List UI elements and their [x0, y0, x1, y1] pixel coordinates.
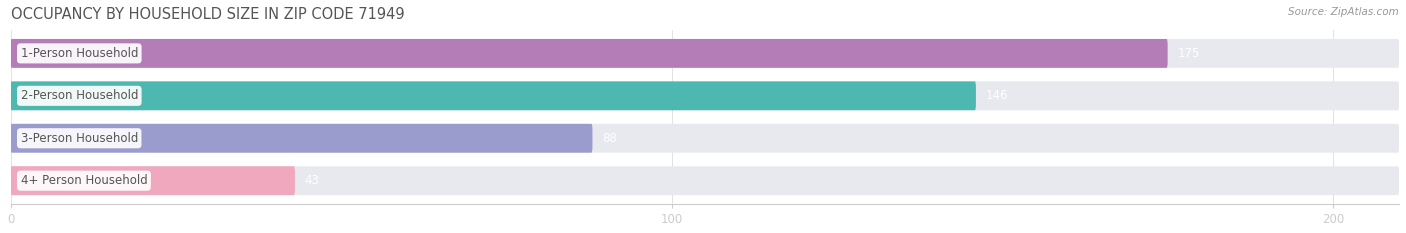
Text: 1-Person Household: 1-Person Household	[21, 47, 138, 60]
Text: 43: 43	[305, 174, 319, 187]
FancyBboxPatch shape	[11, 166, 1399, 195]
Text: 3-Person Household: 3-Person Household	[21, 132, 138, 145]
Text: 2-Person Household: 2-Person Household	[21, 89, 138, 102]
FancyBboxPatch shape	[11, 39, 1399, 68]
FancyBboxPatch shape	[11, 166, 295, 195]
Text: 88: 88	[602, 132, 617, 145]
Text: Source: ZipAtlas.com: Source: ZipAtlas.com	[1288, 7, 1399, 17]
FancyBboxPatch shape	[11, 81, 976, 110]
FancyBboxPatch shape	[11, 124, 592, 153]
Text: OCCUPANCY BY HOUSEHOLD SIZE IN ZIP CODE 71949: OCCUPANCY BY HOUSEHOLD SIZE IN ZIP CODE …	[11, 7, 405, 22]
Text: 175: 175	[1178, 47, 1199, 60]
FancyBboxPatch shape	[11, 81, 1399, 110]
Text: 4+ Person Household: 4+ Person Household	[21, 174, 148, 187]
Text: 146: 146	[986, 89, 1008, 102]
FancyBboxPatch shape	[11, 39, 1167, 68]
FancyBboxPatch shape	[11, 124, 1399, 153]
